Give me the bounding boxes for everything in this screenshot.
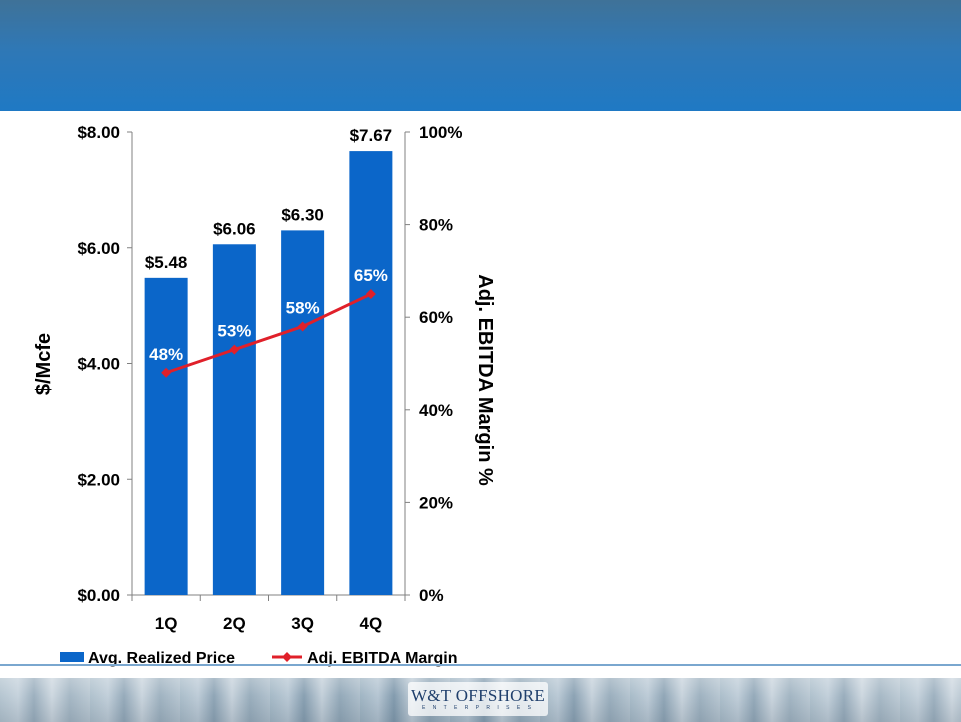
legend-label-bar: Avg. Realized Price (88, 650, 235, 667)
company-logo: W&T OFFSHORE E N T E R P R I S E S (408, 682, 548, 716)
bar (281, 230, 325, 595)
legend-swatch-bar (60, 652, 84, 662)
right-axis: 0% 20% 40% 60% 80% 100% Adj. EBITDA Margin % (404, 123, 496, 605)
bar (212, 244, 256, 595)
right-tick-label: 60% (419, 308, 453, 327)
line-data-label: 53% (217, 322, 251, 341)
x-tick-label: 1Q (155, 614, 178, 633)
bar-data-label: $6.06 (213, 219, 256, 238)
line-data-label: 48% (149, 345, 183, 364)
line-marker (297, 321, 308, 332)
legend-swatch-marker (282, 652, 292, 662)
bar (349, 151, 393, 595)
line-data-label: 65% (354, 266, 388, 285)
right-axis-title: Adj. EBITDA Margin % (474, 274, 496, 486)
line-marker (365, 289, 376, 300)
left-tick-label: $8.00 (77, 123, 120, 142)
logo-subtext: E N T E R P R I S E S (422, 705, 534, 711)
right-tick-label: 20% (419, 493, 453, 512)
divider-line (0, 664, 961, 666)
left-axis-title: $/Mcfe (33, 333, 55, 395)
header-band (0, 0, 961, 111)
line-series: 48% 53% 58% 65% (149, 266, 388, 378)
x-tick-label: 4Q (360, 614, 383, 633)
bar-series: $5.48 $6.06 $6.30 $7.67 (144, 126, 393, 595)
legend-label-line: Adj. EBITDA Margin (307, 650, 458, 667)
left-tick-label: $6.00 (77, 239, 120, 258)
right-tick-label: 100% (419, 123, 462, 142)
right-tick-label: 40% (419, 401, 453, 420)
left-tick-label: $4.00 (77, 355, 120, 374)
legend: Avg. Realized Price Adj. EBITDA Margin (60, 650, 458, 667)
left-axis: $0.00 $2.00 $4.00 $6.00 $8.00 $/Mcfe (33, 123, 133, 605)
right-tick-label: 80% (419, 216, 453, 235)
line-path (165, 292, 372, 375)
x-tick-label: 3Q (291, 614, 314, 633)
line-marker (161, 367, 172, 378)
line-marker (229, 344, 240, 355)
x-tick-label: 2Q (223, 614, 246, 633)
bar-data-label: $6.30 (281, 205, 324, 224)
bar-data-label: $5.48 (145, 253, 188, 272)
x-axis: 1Q 2Q 3Q 4Q (131, 594, 406, 633)
left-tick-label: $2.00 (77, 470, 120, 489)
logo-text: W&T OFFSHORE (410, 686, 546, 705)
left-tick-label: $0.00 (77, 586, 120, 605)
bar-data-label: $7.67 (350, 126, 393, 145)
right-tick-label: 0% (419, 586, 444, 605)
line-data-label: 58% (286, 298, 320, 317)
bar (144, 277, 188, 595)
